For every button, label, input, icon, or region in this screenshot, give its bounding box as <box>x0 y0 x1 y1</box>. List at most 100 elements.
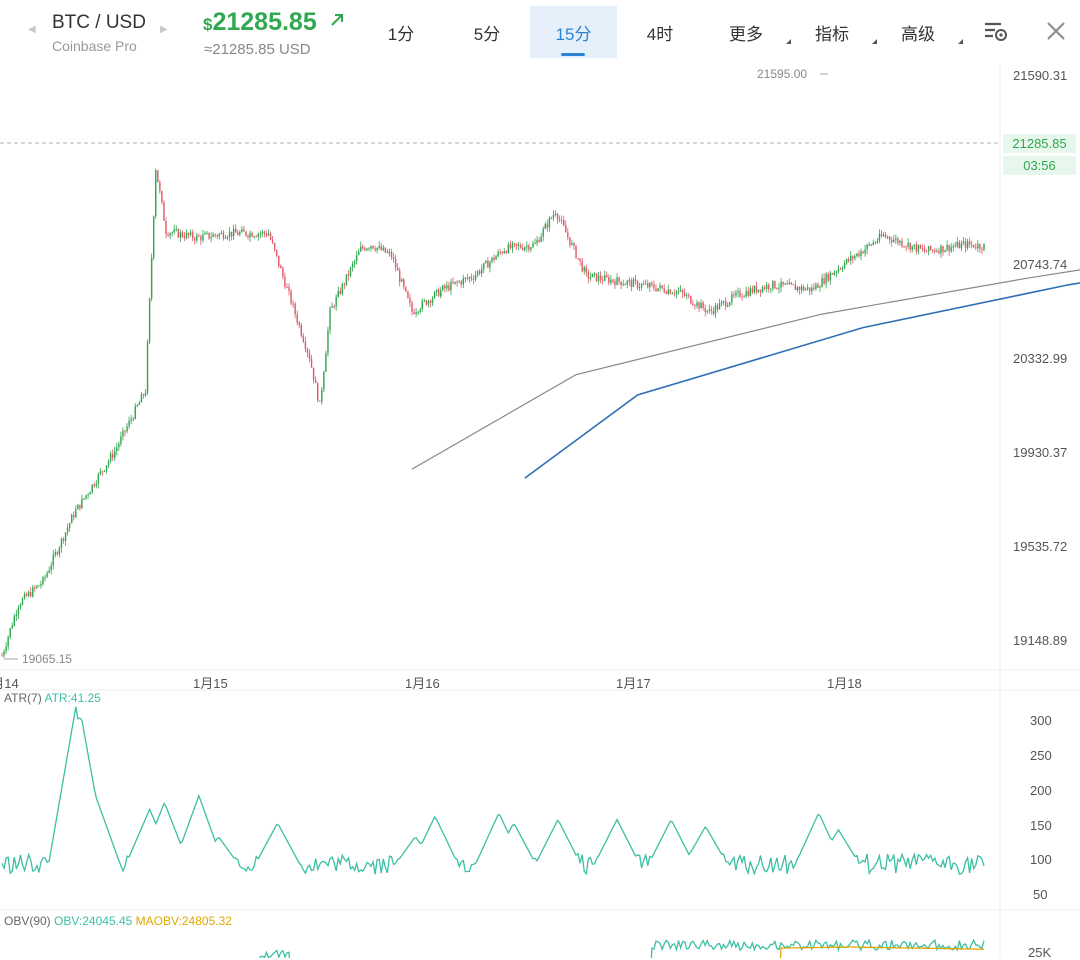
candle <box>893 239 895 243</box>
candle <box>671 293 674 295</box>
candle <box>647 283 649 288</box>
candle <box>407 291 409 298</box>
candle <box>706 310 708 312</box>
candle <box>657 288 659 291</box>
ma-fast-line <box>524 282 1080 479</box>
candle <box>306 348 309 353</box>
candle <box>13 616 16 626</box>
candle <box>970 244 973 246</box>
candle <box>148 298 151 343</box>
tab-indicators[interactable]: 指标 <box>789 6 877 58</box>
close-icon[interactable] <box>1043 18 1069 44</box>
candle <box>952 246 954 248</box>
prev-pair-icon[interactable]: ◀ <box>28 24 36 35</box>
candle <box>481 268 483 274</box>
time-tick: 1月16 <box>405 676 440 691</box>
candle <box>698 302 700 309</box>
candle <box>589 277 592 279</box>
candle <box>679 290 682 292</box>
candle <box>58 548 61 555</box>
candle <box>132 418 134 420</box>
candle <box>845 259 848 264</box>
candle <box>831 273 834 275</box>
candle <box>597 275 600 282</box>
candle <box>505 251 508 253</box>
candle <box>472 278 475 280</box>
candle <box>327 330 329 354</box>
candle <box>497 251 499 257</box>
candle <box>36 585 38 588</box>
tab-4h[interactable]: 4时 <box>617 6 703 58</box>
candle <box>925 251 928 253</box>
candle <box>273 243 276 250</box>
candle <box>169 233 171 236</box>
candle <box>821 277 823 288</box>
candle <box>868 244 870 246</box>
obv-title: OBV(90) OBV:24045.45 MAOBV:24805.32 <box>4 914 232 928</box>
candle <box>370 245 372 249</box>
candle <box>940 245 942 254</box>
tab-15m[interactable]: 15分 <box>530 6 617 58</box>
candle <box>915 244 918 252</box>
candle <box>768 284 770 289</box>
candle <box>460 281 462 285</box>
candle <box>83 498 85 500</box>
candle <box>495 256 497 260</box>
candle <box>839 268 842 270</box>
atr-tick: 250 <box>1030 748 1052 763</box>
candle <box>128 420 130 427</box>
tab-advanced[interactable]: 高级 <box>875 6 963 58</box>
candle <box>907 243 909 247</box>
candle <box>155 170 157 217</box>
candle <box>669 289 672 294</box>
candle <box>862 251 864 254</box>
tab-label: 更多 <box>729 24 763 44</box>
tab-5m[interactable]: 5分 <box>444 6 530 58</box>
price-tick: 19535.72 <box>1013 539 1068 554</box>
candle <box>364 248 366 251</box>
candle <box>903 246 905 248</box>
candle <box>802 286 805 291</box>
candle <box>34 587 36 589</box>
candle <box>485 260 487 264</box>
chart-canvas[interactable] <box>0 64 1080 958</box>
candle <box>491 257 493 262</box>
candle <box>817 284 819 288</box>
candle <box>358 251 360 256</box>
obv-value: OBV:24045.45 <box>54 914 133 928</box>
candle <box>300 325 303 336</box>
candle <box>202 234 204 241</box>
pair-title[interactable]: BTC / USD <box>52 12 146 33</box>
candle <box>714 305 717 314</box>
atr-tick: 150 <box>1030 818 1052 833</box>
candle <box>569 237 571 245</box>
candle <box>237 232 239 235</box>
candle <box>483 263 485 269</box>
candle <box>341 284 344 294</box>
obv-tick: 25K <box>1028 945 1052 960</box>
candle <box>140 394 143 403</box>
tab-1m[interactable]: 1分 <box>358 6 444 58</box>
candle <box>507 244 510 253</box>
candle <box>784 283 786 285</box>
tab-more[interactable]: 更多 <box>703 6 791 58</box>
candle <box>979 244 981 249</box>
candle <box>573 243 575 246</box>
next-pair-icon[interactable]: ▶ <box>160 24 168 35</box>
candle <box>954 246 957 248</box>
candle <box>938 250 940 254</box>
candle <box>29 592 32 597</box>
candle <box>177 229 180 238</box>
candle <box>835 271 838 273</box>
candle <box>302 335 305 342</box>
candle <box>735 292 737 296</box>
candle <box>68 523 71 528</box>
candle <box>50 565 52 571</box>
candle <box>191 232 194 239</box>
candle <box>909 243 911 250</box>
candle <box>716 305 719 310</box>
candle <box>372 245 374 249</box>
list-settings-icon[interactable] <box>983 18 1009 44</box>
candle <box>612 279 614 282</box>
candle <box>200 236 202 241</box>
